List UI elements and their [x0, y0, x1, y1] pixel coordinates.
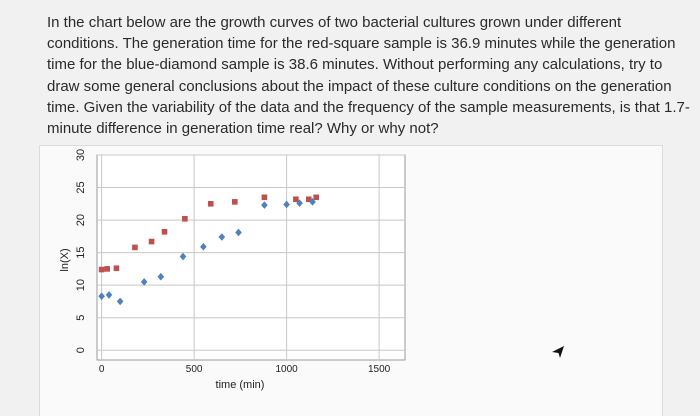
data-point-blue-diamond	[309, 198, 316, 206]
y-tick-label: 25	[75, 181, 87, 193]
data-point-blue-diamond	[235, 228, 242, 237]
question-line: In the chart below are the growth curves…	[47, 14, 622, 31]
x-tick-label: 500	[186, 364, 203, 375]
data-point-red-square	[232, 199, 238, 205]
question-line: minute difference in generation time rea…	[47, 120, 439, 138]
x-tick-label: 1000	[275, 364, 298, 375]
question-line: draw some general conclusions about the …	[47, 77, 672, 95]
data-point-blue-diamond	[218, 233, 226, 241]
data-point-red-square	[261, 194, 268, 201]
y-tick-label: 10	[75, 279, 87, 291]
x-tick-labels: 0 500 1000 1500	[99, 364, 391, 375]
data-points	[98, 194, 320, 306]
data-point-red-square	[113, 265, 120, 272]
data-point-red-square	[148, 238, 155, 245]
data-point-blue-diamond	[200, 242, 207, 251]
data-point-blue-diamond	[261, 201, 268, 209]
y-tick-label: 0	[75, 347, 87, 353]
y-tick-label: 15	[75, 246, 87, 258]
data-point-blue-diamond	[283, 200, 290, 209]
data-point-red-square	[132, 244, 138, 251]
data-point-blue-diamond	[157, 272, 165, 281]
data-point-blue-diamond	[140, 278, 148, 286]
data-point-red-square	[104, 266, 110, 272]
data-point-blue-diamond	[296, 199, 303, 207]
x-tick-label: 0	[99, 364, 105, 375]
data-point-red-square	[293, 196, 299, 203]
data-point-red-square	[182, 215, 188, 222]
mouse-cursor-icon	[552, 346, 564, 358]
y-axis-label: ln(X)	[59, 248, 71, 271]
question-line: time for the blue-diamond sample is 38.6…	[47, 56, 663, 74]
data-point-blue-diamond	[116, 297, 124, 306]
x-tick-label: 1500	[368, 364, 391, 375]
question-line: conditions. The generation time for the …	[47, 35, 676, 53]
chart-grid	[96, 154, 406, 361]
y-tick-label: 5	[75, 315, 87, 321]
plot-area	[96, 154, 406, 361]
data-point-blue-diamond	[179, 252, 187, 261]
y-tick-labels: 0 5 10 15 20 25 30	[75, 149, 87, 353]
data-point-red-square	[98, 266, 105, 273]
y-tick-label: 20	[75, 214, 87, 226]
data-point-red-square	[306, 196, 312, 203]
question-line: time. Given the variability of the data …	[47, 98, 690, 116]
data-point-blue-diamond	[98, 292, 105, 301]
data-point-red-square	[313, 194, 320, 201]
data-point-blue-diamond	[105, 291, 113, 299]
y-tick-label: 30	[75, 149, 87, 161]
x-axis-label: time (min)	[216, 379, 265, 391]
data-point-red-square	[207, 201, 214, 207]
data-point-red-square	[161, 228, 168, 235]
question-text: In the chart below are the growth curves…	[47, 12, 690, 139]
